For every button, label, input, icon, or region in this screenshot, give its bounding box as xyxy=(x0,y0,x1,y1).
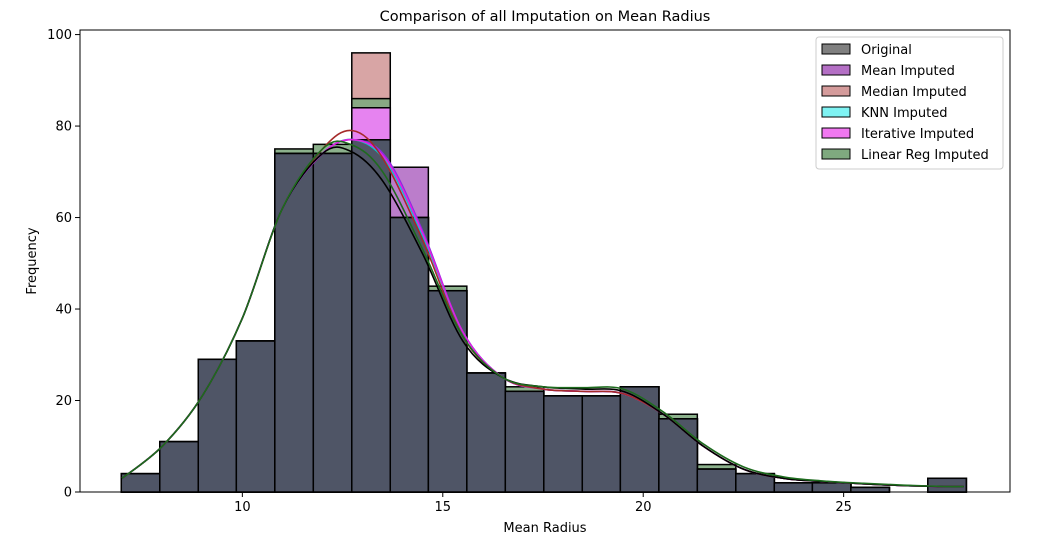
plot-frame xyxy=(79,29,1011,493)
y-tick-label-100: 100 xyxy=(47,28,72,43)
legend-label-median-imputed: Median Imputed xyxy=(861,85,967,100)
legend-label-original: Original xyxy=(861,43,912,58)
x-axis-ticks: 10 15 20 25 xyxy=(234,492,852,515)
legend-label-knn-imputed: KNN Imputed xyxy=(861,106,947,121)
legend-label-iterative-imputed: Iterative Imputed xyxy=(861,127,974,142)
bar-original-9 xyxy=(466,372,507,493)
x-tick-label-20: 20 xyxy=(635,500,652,515)
bar-original-2 xyxy=(197,358,238,493)
x-tick-label-10: 10 xyxy=(234,500,251,515)
y-tick-label-80: 80 xyxy=(55,120,72,135)
legend-swatch-iterative-imputed xyxy=(821,127,851,139)
legend-swatch-knn-imputed xyxy=(821,106,851,118)
bar-original-1 xyxy=(159,440,200,493)
bar-original-5 xyxy=(312,152,353,493)
bar-original-10 xyxy=(504,390,545,493)
bar-original-13 xyxy=(619,386,660,493)
bar-original-4 xyxy=(274,152,315,493)
bar-original-15 xyxy=(696,468,737,493)
x-tick-label-15: 15 xyxy=(435,500,452,515)
chart-title: Comparison of all Imputation on Mean Rad… xyxy=(380,9,711,25)
bar-original-7 xyxy=(389,216,430,493)
y-axis-label: Frequency xyxy=(25,227,40,294)
legend-box xyxy=(815,36,1004,170)
y-tick-label-40: 40 xyxy=(55,303,72,318)
y-tick-label-0: 0 xyxy=(64,486,72,501)
y-axis-ticks: 0 20 40 60 80 100 xyxy=(47,28,80,501)
x-axis-label: Mean Radius xyxy=(503,521,586,535)
bar-original-17 xyxy=(773,482,814,493)
legend-label-mean-imputed: Mean Imputed xyxy=(861,64,955,79)
legend: Original Mean Imputed Median Imputed KNN Im… xyxy=(815,36,1004,170)
bar-original-14 xyxy=(658,418,699,493)
y-tick-label-60: 60 xyxy=(55,211,72,226)
bar-original-21 xyxy=(927,477,968,493)
legend-swatch-original xyxy=(821,43,851,55)
legend-swatch-mean-imputed xyxy=(821,64,851,76)
legend-swatch-median-imputed xyxy=(821,85,851,97)
x-tick-label-25: 25 xyxy=(835,500,852,515)
bar-original-8 xyxy=(427,289,468,493)
bar-original-19 xyxy=(850,486,891,493)
legend-label-linear-reg-imputed: Linear Reg Imputed xyxy=(861,148,989,163)
y-tick-label-20: 20 xyxy=(55,394,72,409)
bar-original-0 xyxy=(120,472,161,493)
kde-linear-reg-imputed xyxy=(121,140,964,488)
bar-original-18 xyxy=(811,482,852,493)
bar-original-3 xyxy=(235,340,276,493)
bar-original-6 xyxy=(351,139,392,493)
legend-swatch-linear-reg-imputed xyxy=(821,148,851,160)
bar-original-11 xyxy=(543,395,584,493)
bar-original-12 xyxy=(581,395,622,493)
kde-layer xyxy=(121,129,964,488)
